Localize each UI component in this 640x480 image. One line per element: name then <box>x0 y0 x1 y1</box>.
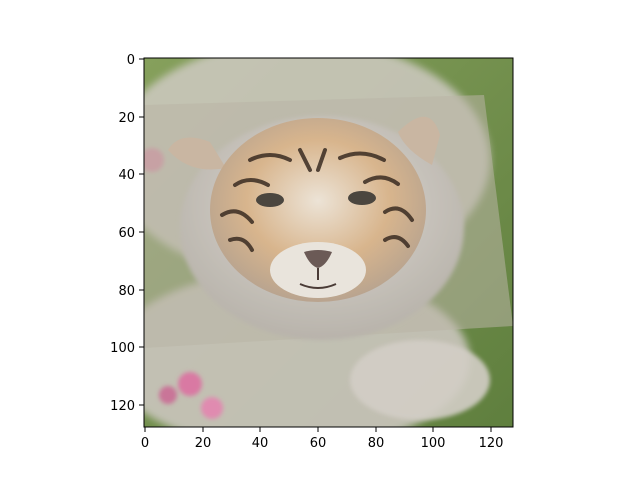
x-axis: 0 20 40 60 80 100 120 <box>141 427 504 451</box>
y-tick-label: 60 <box>118 226 135 241</box>
x-tick-label: 20 <box>195 436 212 451</box>
x-tick-label: 60 <box>310 436 327 451</box>
x-tick-label: 80 <box>368 436 385 451</box>
y-tick-label: 100 <box>110 341 135 356</box>
tiger-stripes <box>220 148 414 252</box>
right-eye <box>348 191 376 205</box>
x-tick-label: 120 <box>479 436 504 451</box>
y-tick-label: 20 <box>118 111 135 126</box>
nose <box>304 250 332 268</box>
x-tick-label: 100 <box>421 436 446 451</box>
tiger-image <box>144 58 513 427</box>
y-tick-label: 120 <box>110 399 135 414</box>
y-tick-label: 80 <box>118 284 135 299</box>
left-eye <box>256 193 284 207</box>
x-tick-label: 0 <box>141 436 149 451</box>
axes-frame <box>143 57 514 428</box>
y-axis: 0 20 40 60 80 100 120 <box>110 53 144 414</box>
y-tick-label: 40 <box>118 168 135 183</box>
x-tick-label: 40 <box>252 436 269 451</box>
left-ear <box>168 137 226 170</box>
y-tick-label: 0 <box>127 53 135 68</box>
right-ear <box>398 116 440 165</box>
